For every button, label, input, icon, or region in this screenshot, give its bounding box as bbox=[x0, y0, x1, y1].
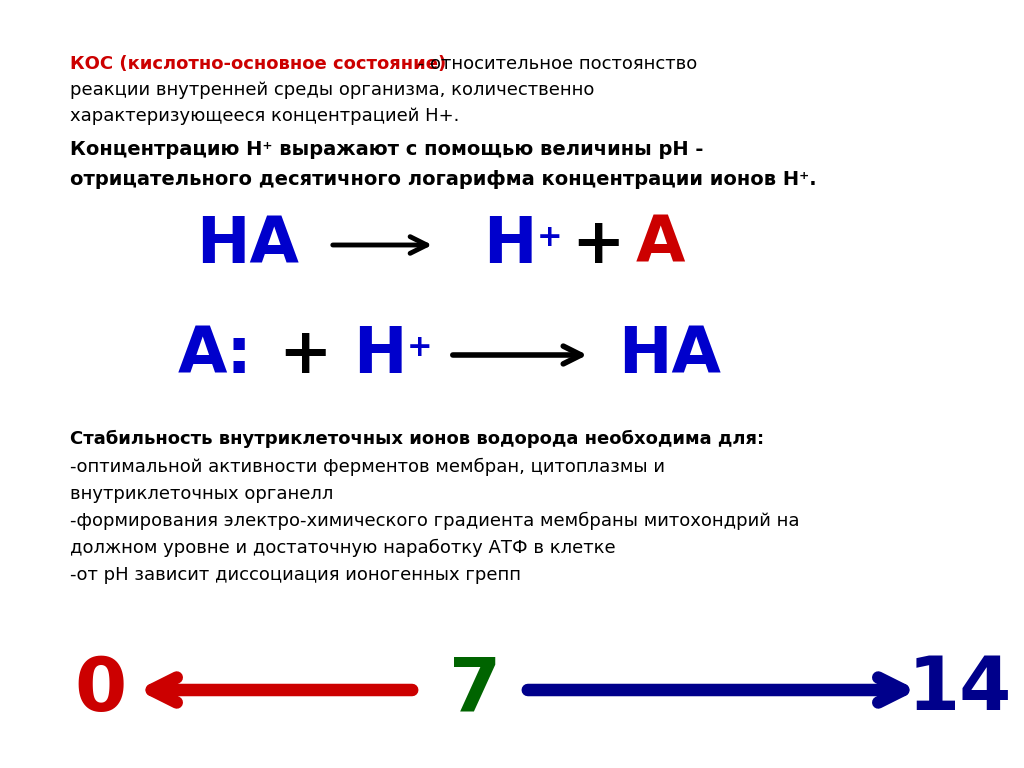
Text: -оптимальной активности ферментов мембран, цитоплазмы и: -оптимальной активности ферментов мембра… bbox=[70, 458, 665, 476]
Text: А:: А: bbox=[177, 324, 253, 386]
Text: КОС (кислотно-основное состояние): КОС (кислотно-основное состояние) bbox=[70, 55, 446, 73]
Text: -от рН зависит диссоциация ионогенных грепп: -от рН зависит диссоциация ионогенных гр… bbox=[70, 566, 521, 584]
Text: отрицательного десятичного логарифма концентрации ионов Н⁺.: отрицательного десятичного логарифма кон… bbox=[70, 170, 816, 189]
Text: внутриклеточных органелл: внутриклеточных органелл bbox=[70, 485, 334, 503]
Text: НА: НА bbox=[618, 324, 722, 386]
Text: 7: 7 bbox=[449, 654, 501, 727]
Text: А: А bbox=[635, 214, 685, 276]
Text: 14: 14 bbox=[908, 654, 1012, 727]
Text: +: + bbox=[408, 333, 433, 362]
Text: -формирования электро-химического градиента мембраны митохондрий на: -формирования электро-химического градие… bbox=[70, 512, 800, 530]
Text: НА: НА bbox=[197, 214, 299, 276]
Text: +: + bbox=[279, 324, 332, 386]
Text: реакции внутренней среды организма, количественно: реакции внутренней среды организма, коли… bbox=[70, 81, 594, 99]
Text: должном уровне и достаточную наработку АТФ в клетке: должном уровне и достаточную наработку А… bbox=[70, 539, 615, 558]
Text: Н: Н bbox=[483, 214, 537, 276]
Text: +: + bbox=[571, 214, 625, 276]
Text: Стабильность внутриклеточных ионов водорода необходима для:: Стабильность внутриклеточных ионов водор… bbox=[70, 430, 764, 449]
Text: характеризующееся концентрацией Н+.: характеризующееся концентрацией Н+. bbox=[70, 107, 460, 125]
Text: Н: Н bbox=[353, 324, 407, 386]
Text: 0: 0 bbox=[74, 654, 126, 727]
Text: +: + bbox=[538, 223, 563, 252]
Text: - относительное постоянство: - относительное постоянство bbox=[412, 55, 697, 73]
Text: Концентрацию Н⁺ выражают с помощью величины рН -: Концентрацию Н⁺ выражают с помощью велич… bbox=[70, 140, 703, 159]
